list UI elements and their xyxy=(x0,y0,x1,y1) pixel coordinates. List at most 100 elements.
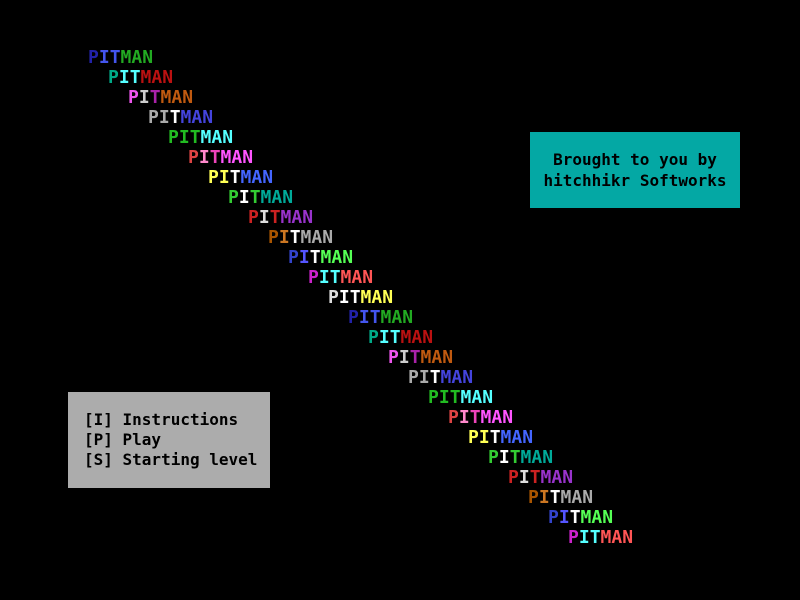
pitman-letter: M xyxy=(460,387,472,408)
pitman-letter: N xyxy=(342,247,354,268)
pitman-letter: A xyxy=(151,67,163,88)
pitman-letter: A xyxy=(191,107,203,128)
pitman-letter: P xyxy=(488,447,499,468)
pitman-letter: M xyxy=(200,127,212,148)
pitman-letter: I xyxy=(178,127,190,148)
credit-line-2: hitchhikr Softworks xyxy=(543,170,727,190)
pitman-letter: A xyxy=(591,507,603,528)
pitman-letter: A xyxy=(231,147,243,168)
pitman-letter: M xyxy=(260,187,272,208)
pitman-letter: A xyxy=(391,307,403,328)
pitman-letter: P xyxy=(268,227,279,248)
pitman-letter: T xyxy=(409,347,421,368)
pitman-letter: P xyxy=(188,147,199,168)
pitman-letter: N xyxy=(382,287,394,308)
pitman-title-row-17: PITMAN xyxy=(408,367,474,388)
pitman-letter: A xyxy=(611,527,623,548)
pitman-letter: M xyxy=(440,367,452,388)
pitman-letter: N xyxy=(482,387,494,408)
pitman-letter: T xyxy=(349,287,361,308)
pitman-letter: T xyxy=(209,147,221,168)
pitman-letter: I xyxy=(458,407,470,428)
pitman-letter: N xyxy=(362,267,374,288)
pitman-letter: P xyxy=(548,507,559,528)
pitman-letter: A xyxy=(131,47,143,68)
pitman-letter: P xyxy=(208,167,219,188)
pitman-letter: M xyxy=(280,207,292,228)
pitman-title-row-21: PITMAN xyxy=(488,447,553,468)
pitman-letter: A xyxy=(471,387,483,408)
pitman-title-row-3: PITMAN xyxy=(128,87,194,108)
pitman-letter: N xyxy=(242,147,254,168)
pitman-letter: I xyxy=(518,467,530,488)
pitman-letter: N xyxy=(422,327,434,348)
pitman-letter: I xyxy=(218,167,230,188)
pitman-letter: T xyxy=(329,267,341,288)
pitman-letter: I xyxy=(398,347,410,368)
pitman-letter: T xyxy=(589,527,601,548)
pitman-letter: P xyxy=(528,487,539,508)
pitman-title-row-7: PITMAN xyxy=(208,167,273,188)
pitman-letter: I xyxy=(378,327,390,348)
pitman-letter: A xyxy=(371,287,383,308)
pitman-letter: I xyxy=(278,227,290,248)
pitman-letter: T xyxy=(469,407,481,428)
pitman-letter: M xyxy=(220,147,232,168)
pitman-letter: N xyxy=(322,227,334,248)
pitman-title-row-14: PITMAN xyxy=(348,307,413,328)
pitman-title-row-20: PITMAN xyxy=(468,427,533,448)
pitman-letter: M xyxy=(540,467,552,488)
menu-item-play[interactable]: [P] Play xyxy=(84,430,162,449)
pitman-title-row-13: PITMAN xyxy=(328,287,394,308)
pitman-title-row-5: PITMAN xyxy=(168,127,233,148)
pitman-letter: N xyxy=(622,527,634,548)
pitman-letter: P xyxy=(388,347,399,368)
pitman-letter: P xyxy=(428,387,439,408)
pitman-title-row-12: PITMAN xyxy=(308,267,374,288)
pitman-title-row-1: PITMAN xyxy=(88,47,154,68)
pitman-letter: A xyxy=(351,267,363,288)
pitman-letter: T xyxy=(169,107,181,128)
pitman-letter: I xyxy=(198,147,210,168)
pitman-letter: A xyxy=(551,467,563,488)
pitman-letter: I xyxy=(158,107,170,128)
pitman-letter: P xyxy=(148,107,159,128)
pitman-letter: M xyxy=(560,487,572,508)
pitman-letter: M xyxy=(140,67,152,88)
pitman-letter: T xyxy=(129,67,141,88)
pitman-letter: P xyxy=(468,427,479,448)
pitman-letter: I xyxy=(118,67,130,88)
pitman-letter: M xyxy=(580,507,592,528)
pitman-letter: N xyxy=(462,367,474,388)
pitman-letter: M xyxy=(300,227,312,248)
pitman-letter: M xyxy=(420,347,432,368)
credit-line-1: Brought to you by xyxy=(553,149,717,169)
pitman-letter: A xyxy=(311,227,323,248)
credit-box: Brought to you by hitchhikr Softworks xyxy=(530,132,740,208)
pitman-letter: M xyxy=(380,307,392,328)
pitman-letter: M xyxy=(480,407,492,428)
pitman-letter: N xyxy=(182,87,194,108)
pitman-letter: A xyxy=(271,187,283,208)
main-menu: [I] Instructions [P] Play [S] Starting lev… xyxy=(68,392,270,488)
pitman-letter: I xyxy=(98,47,110,68)
menu-item-instructions[interactable]: [I] Instructions xyxy=(84,410,239,429)
pitman-letter: P xyxy=(288,247,299,268)
pitman-letter: T xyxy=(109,47,121,68)
pitman-letter: A xyxy=(511,427,523,448)
pitman-letter: A xyxy=(451,367,463,388)
pitman-letter: A xyxy=(531,447,543,468)
pitman-letter: T xyxy=(369,307,381,328)
pitman-letter: P xyxy=(88,47,99,68)
pitman-letter: M xyxy=(500,427,512,448)
pitman-letter: N xyxy=(602,507,614,528)
pitman-letter: T xyxy=(529,467,541,488)
pitman-letter: I xyxy=(318,267,330,288)
pitman-letter: I xyxy=(338,287,350,308)
pitman-letter: N xyxy=(442,347,454,368)
pitman-letter: I xyxy=(418,367,430,388)
pitman-letter: N xyxy=(142,47,154,68)
menu-item-starting-level[interactable]: [S] Starting level xyxy=(84,450,258,469)
pitman-letter: M xyxy=(160,87,172,108)
